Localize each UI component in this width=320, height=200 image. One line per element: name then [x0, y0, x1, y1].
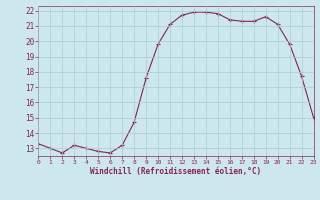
X-axis label: Windchill (Refroidissement éolien,°C): Windchill (Refroidissement éolien,°C) [91, 167, 261, 176]
